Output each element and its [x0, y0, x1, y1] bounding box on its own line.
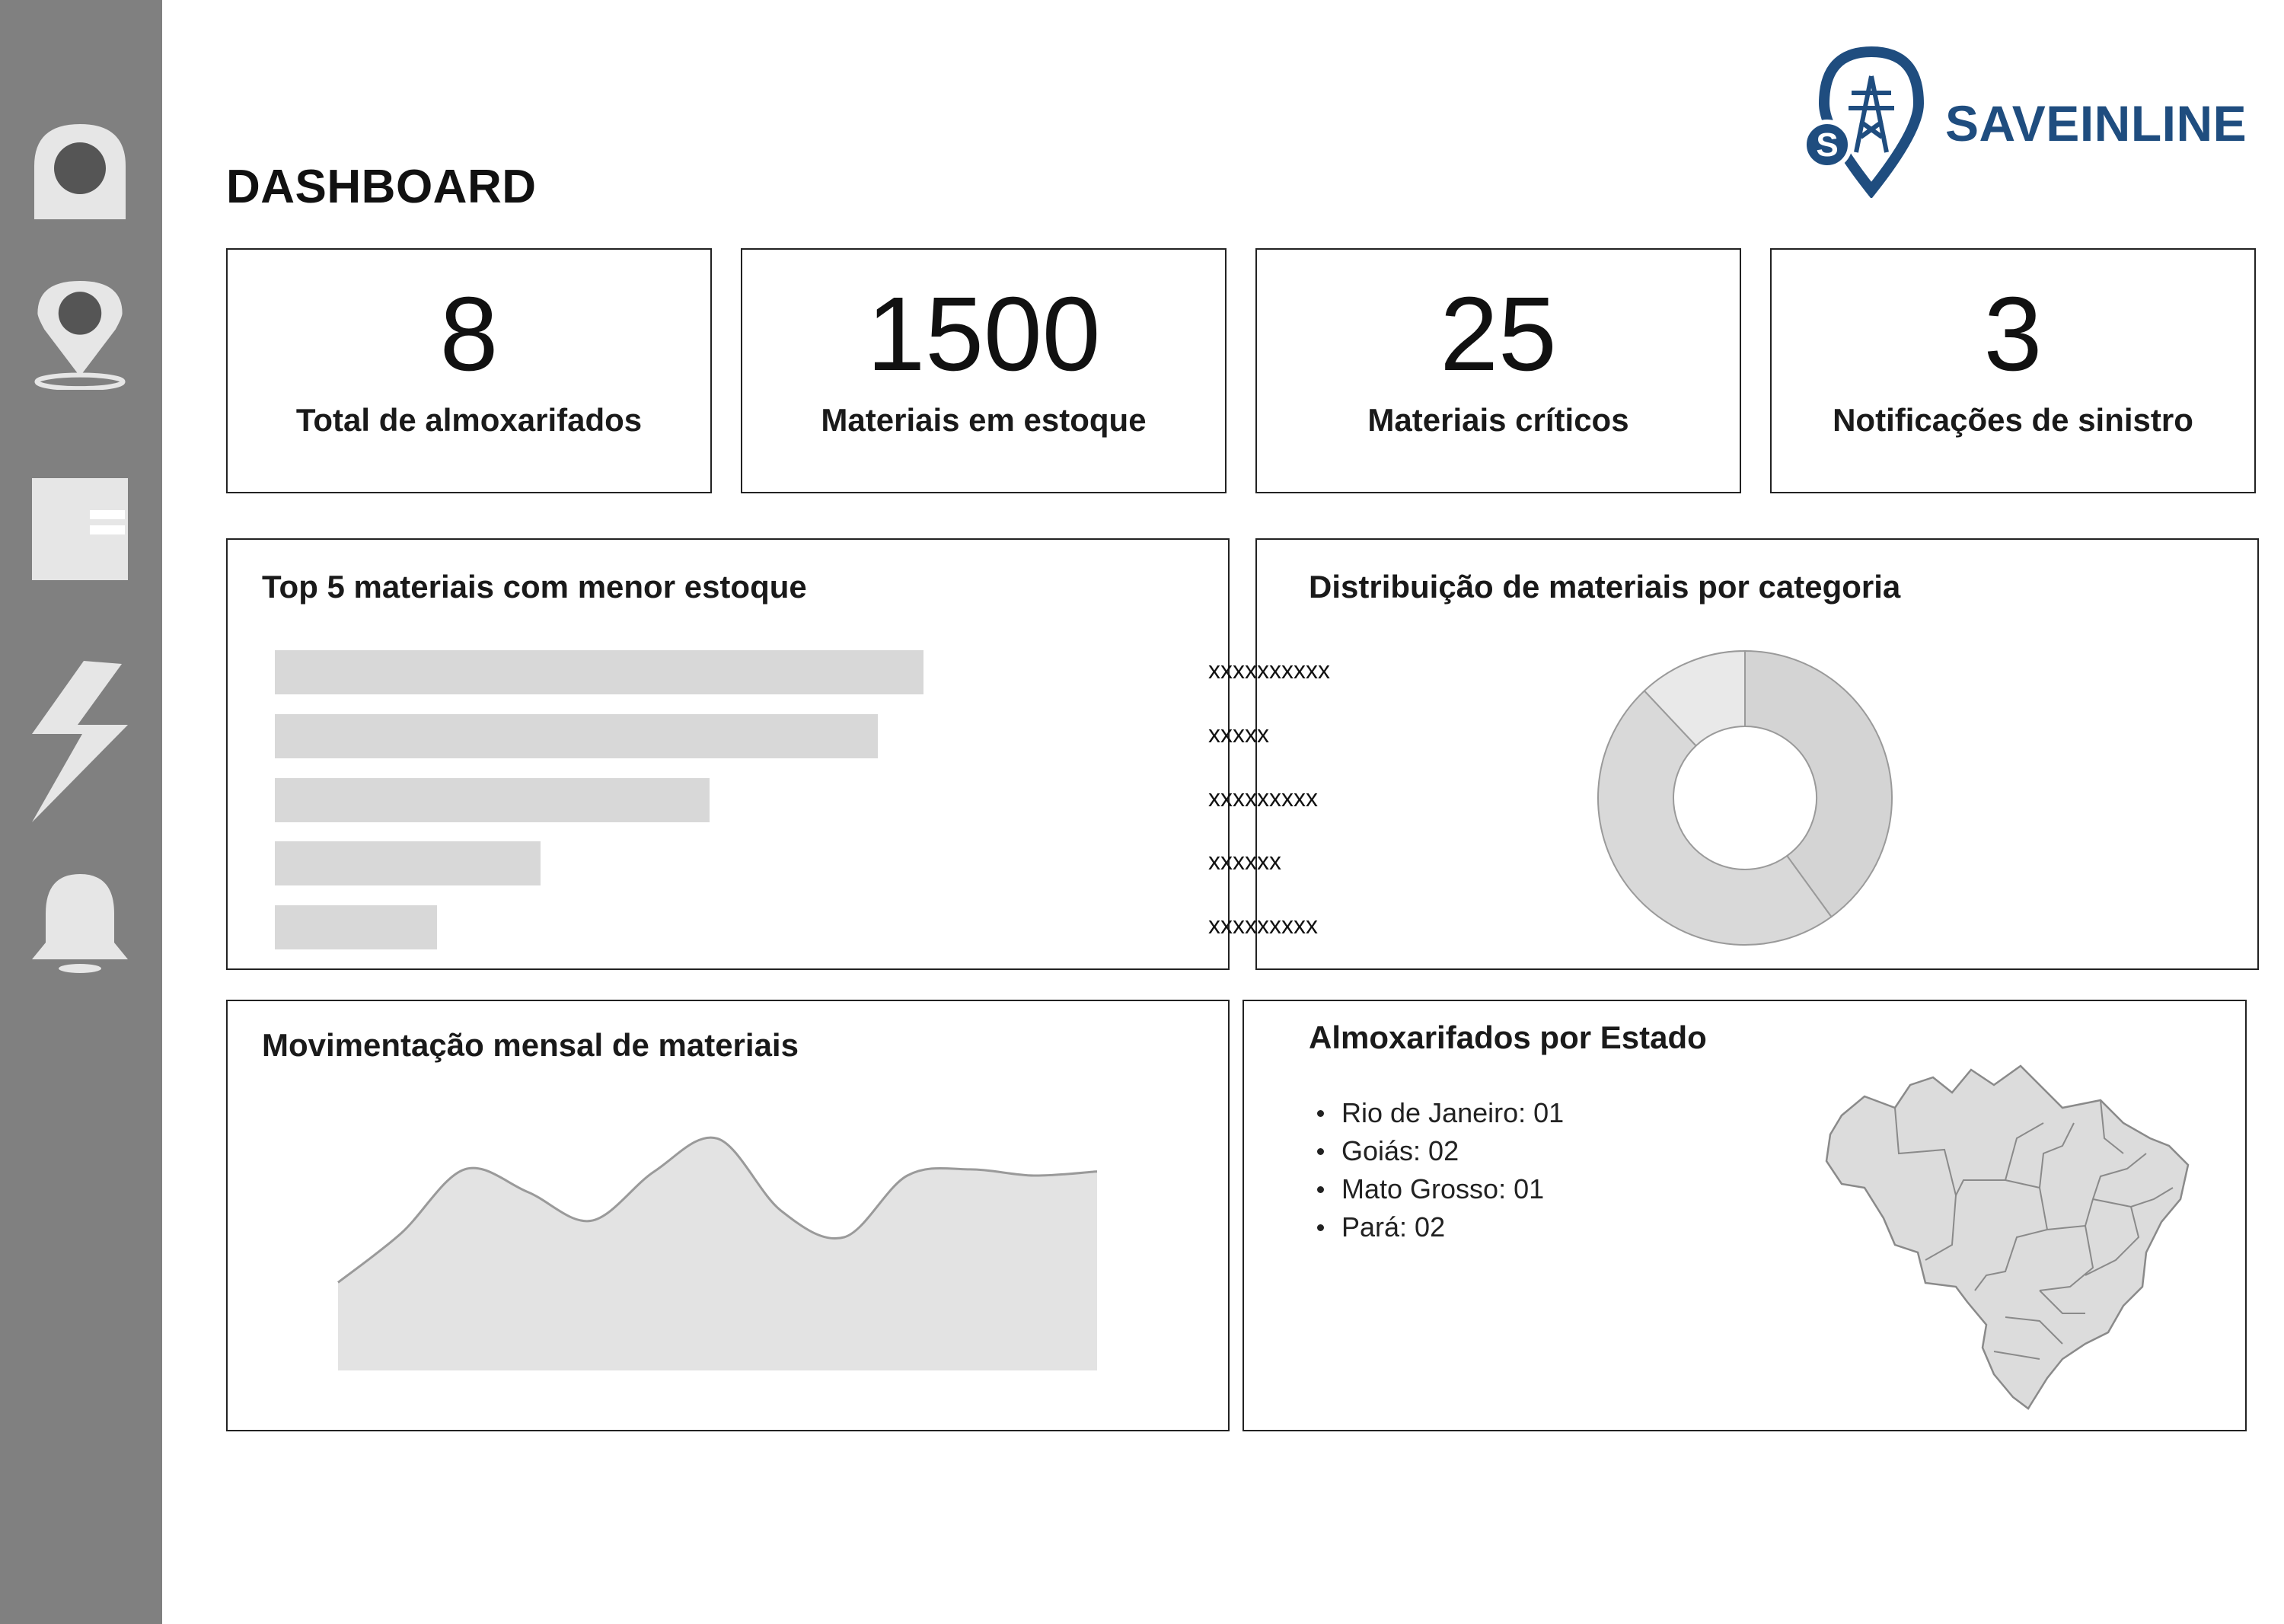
kpi-card-notificacoes: 3 Notificações de sinistro	[1770, 248, 2256, 493]
state-list: Rio de Janeiro: 01 Goiás: 02 Mato Grosso…	[1311, 1094, 1564, 1246]
kpi-value: 8	[439, 276, 499, 393]
bar-label: xxxxxxxxx	[1208, 911, 1318, 939]
area-line	[337, 1136, 1098, 1284]
kpi-card-materiais-criticos: 25 Materiais críticos	[1255, 248, 1741, 493]
kpi-value: 25	[1440, 276, 1557, 393]
brand-name: SAVEINLINE	[1945, 95, 2247, 152]
donut-slice	[1597, 689, 1833, 946]
map-pin-icon[interactable]	[23, 276, 137, 390]
area-chart	[337, 1136, 1098, 1370]
list-item: Pará: 02	[1311, 1208, 1564, 1246]
svg-text:S: S	[1816, 126, 1838, 164]
kpi-label: Materiais em estoque	[821, 402, 1147, 438]
panel-title: Distribuição de materiais por categoria	[1309, 569, 1901, 605]
kpi-value: 3	[1983, 276, 2043, 393]
kpi-label: Total de almoxarifados	[295, 402, 643, 438]
bar	[275, 841, 541, 885]
kpi-label: Materiais críticos	[1367, 402, 1629, 438]
user-icon[interactable]	[23, 113, 137, 227]
sidebar	[0, 0, 162, 1624]
page-title: DASHBOARD	[226, 161, 537, 213]
bar	[275, 905, 437, 949]
bar	[275, 714, 879, 758]
panel-title: Top 5 materiais com menor estoque	[262, 569, 807, 605]
donut-slice	[1643, 649, 1746, 747]
monthly-movement-panel: Movimentação mensal de materiais	[226, 1000, 1230, 1431]
bar-label: xxxxxxxxxx	[1208, 656, 1330, 684]
panel-title: Almoxarifados por Estado	[1309, 1019, 1707, 1055]
list-item: Goiás: 02	[1311, 1132, 1564, 1170]
bar	[275, 778, 710, 822]
brand-logo: S SAVEINLINE	[1797, 46, 2254, 198]
donut-chart	[1597, 649, 1893, 946]
list-item: Rio de Janeiro: 01	[1311, 1094, 1564, 1132]
state-panel: Almoxarifados por Estado Rio de Janeiro:…	[1242, 1000, 2247, 1431]
kpi-label: Notificações de sinistro	[1833, 402, 2193, 438]
kpi-value: 1500	[866, 276, 1101, 393]
inventory-icon[interactable]	[23, 472, 137, 586]
donut-slice	[1744, 649, 1893, 918]
bell-icon[interactable]	[23, 866, 137, 981]
kpi-card-materiais-estoque: 1500 Materiais em estoque	[741, 248, 1227, 493]
list-item: Mato Grosso: 01	[1311, 1170, 1564, 1208]
brazil-map-icon	[1825, 1064, 2190, 1410]
kpi-card-almoxarifados: 8 Total de almoxarifados	[226, 248, 712, 493]
bar-label: xxxxxx	[1208, 847, 1281, 875]
distribution-chart-panel: Distribuição de materiais por categoria	[1255, 538, 2259, 970]
bar-label: xxxxx	[1208, 720, 1269, 748]
tower-pin-icon: S	[1802, 46, 1925, 198]
area-fill	[338, 1137, 1097, 1370]
bar	[275, 650, 923, 694]
panel-title: Movimentação mensal de materiais	[262, 1027, 799, 1063]
lightning-icon[interactable]	[23, 661, 137, 828]
bar-label: xxxxxxxxx	[1208, 784, 1318, 812]
top5-chart-panel: Top 5 materiais com menor estoque xxxxxx…	[226, 538, 1330, 970]
